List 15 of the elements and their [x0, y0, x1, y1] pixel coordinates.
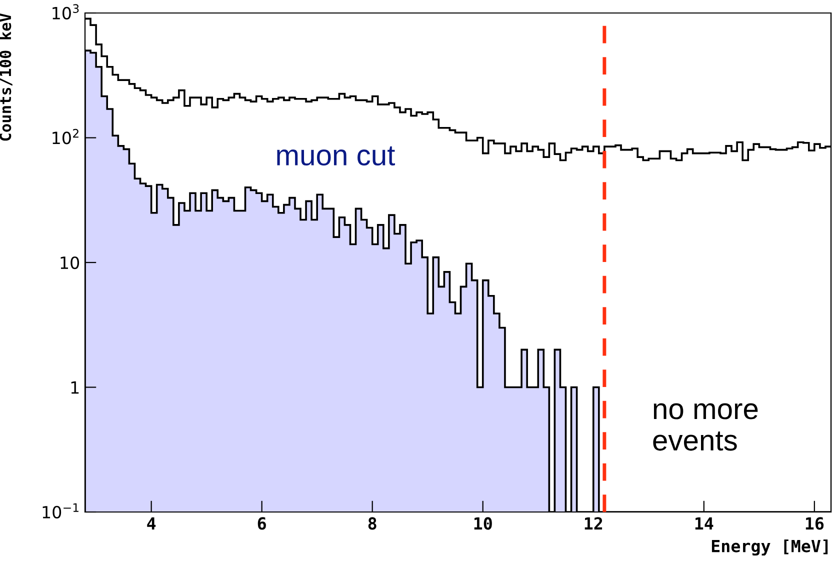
x-tick-label: 14 — [695, 517, 714, 530]
x-axis-title: Energy [MeV] — [712, 539, 828, 556]
x-tick-label: 8 — [368, 517, 376, 530]
annotation: no more events — [653, 403, 758, 451]
x-tick-label: 12 — [584, 517, 602, 530]
x-tick-label: 4 — [147, 517, 156, 530]
x-tick-label: 10 — [474, 517, 492, 530]
x-tick-label: 16 — [806, 517, 824, 530]
x-tick-label: 6 — [258, 517, 266, 530]
y-tick-label: 10$^{2}$ — [52, 128, 78, 144]
y-tick-label: 1 — [71, 381, 79, 394]
y-tick-label: 10$^{3}$ — [52, 4, 79, 20]
y-tick-label: 10$^{−1}$ — [42, 503, 78, 518]
y-tick-label: 10 — [60, 256, 80, 270]
annotation: muon cut — [277, 146, 395, 166]
